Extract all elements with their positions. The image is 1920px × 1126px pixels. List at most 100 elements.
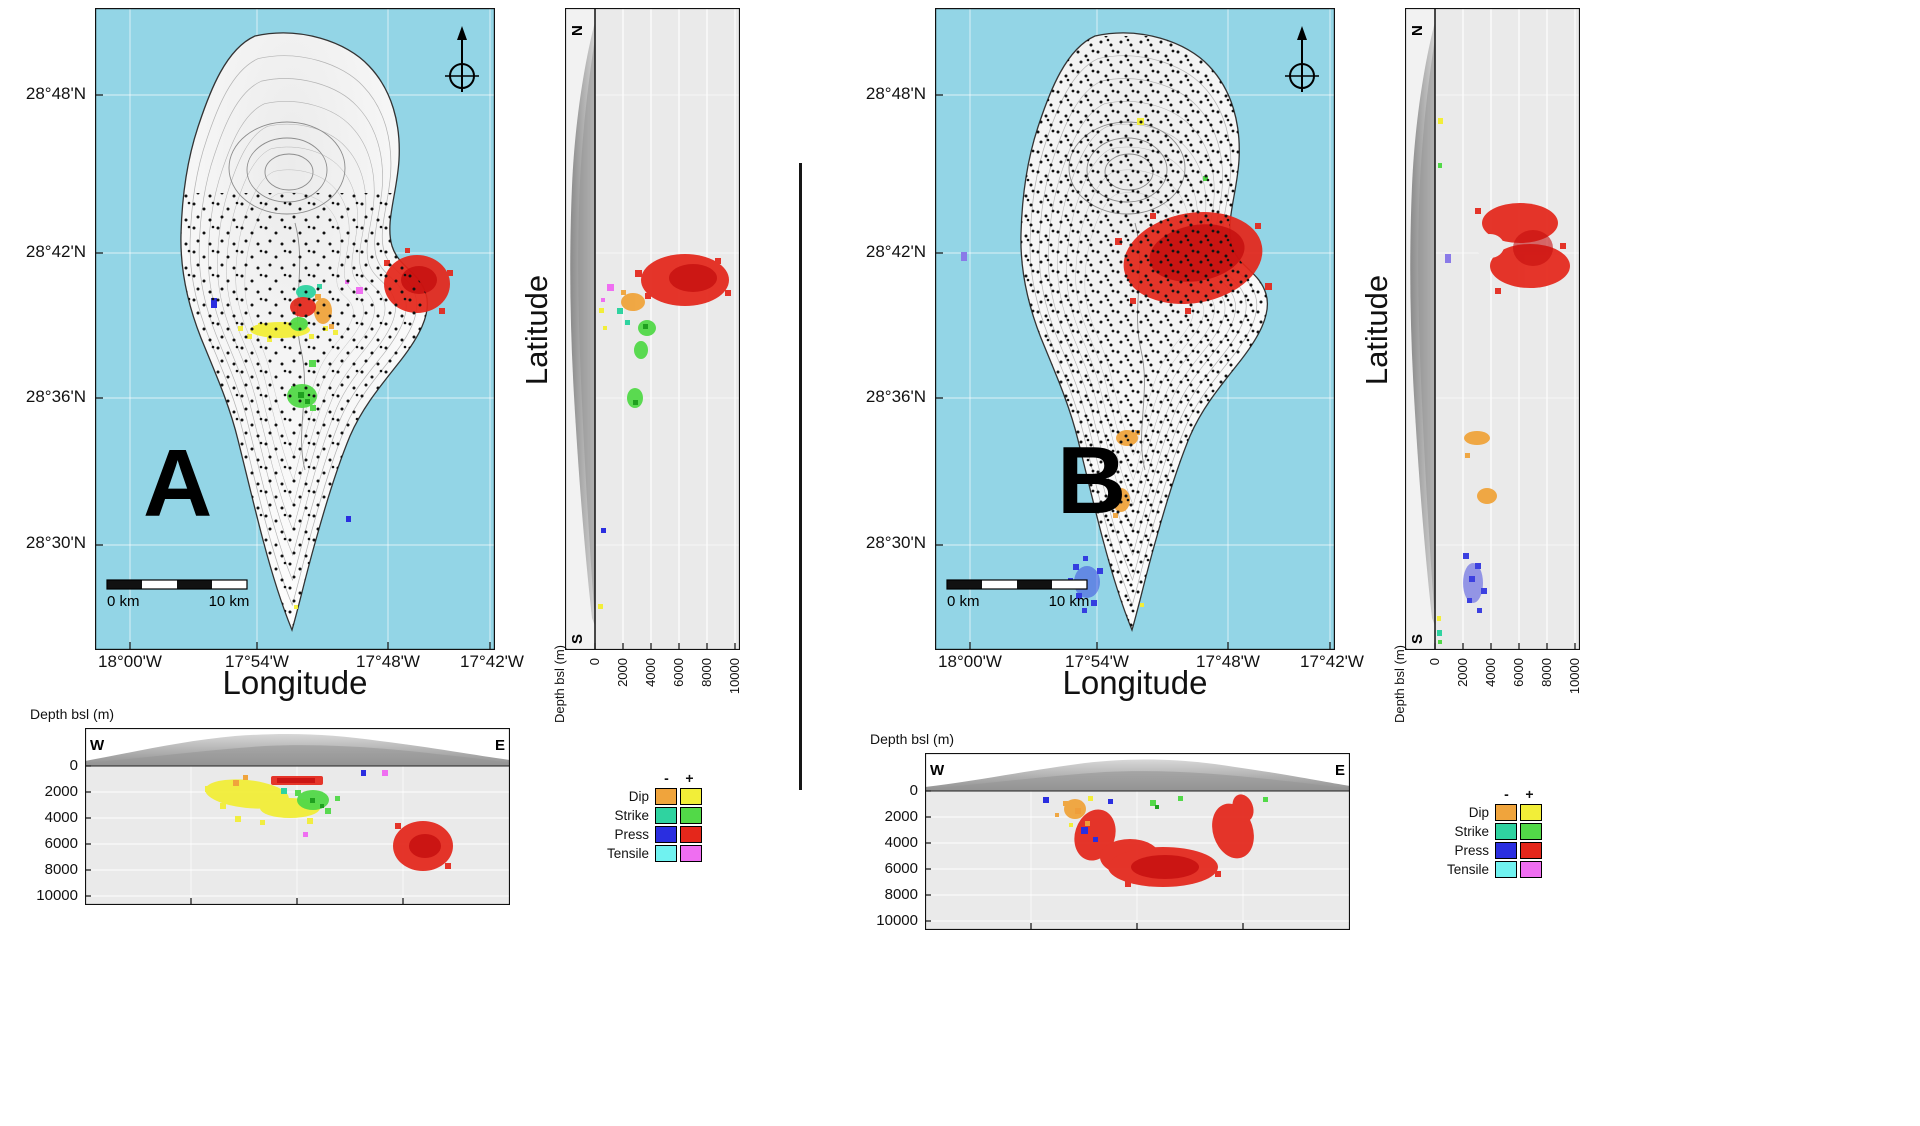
dip-neg-cluster — [1464, 431, 1497, 504]
press-pos-core — [1513, 230, 1553, 266]
strike-neg-swatch — [1495, 823, 1517, 840]
we-topography-shade — [85, 745, 510, 766]
tensile-pos-specks — [601, 284, 614, 302]
strike-neg-specks — [617, 308, 630, 325]
we-depth-tick: 10000 — [876, 912, 918, 929]
we-depth-tick: 0 — [909, 782, 918, 799]
strike-pos-dark — [633, 324, 648, 405]
lat-tick-label: 28°30'N — [25, 533, 86, 552]
we-cross-section-b: W E — [925, 753, 1350, 930]
we-depth-axis-label: Depth bsl (m) — [30, 706, 115, 722]
dip-neg-swatch — [1495, 804, 1517, 821]
scale-right-label: 10 km — [209, 593, 250, 610]
lat-tick-label: 28°36'N — [25, 387, 86, 406]
west-label: W — [930, 762, 945, 779]
dip-neg-cluster — [621, 290, 645, 311]
ns-depth-tick: 8000 — [699, 658, 714, 687]
legend-plus-header: + — [685, 770, 694, 786]
we-depth-tick: 8000 — [44, 861, 78, 878]
lon-tick-label: 18°00'W — [98, 652, 162, 671]
north-arrow-icon — [445, 26, 479, 92]
south-label: S — [1409, 634, 1426, 644]
scale-right-label: 10 km — [1049, 593, 1090, 610]
map-frame-ticks — [95, 94, 491, 650]
ns-depth-tick: 4000 — [1483, 658, 1498, 687]
ns-depth-axis-label: Depth bsl (m) — [552, 644, 567, 724]
press-pos-swatch — [680, 826, 702, 843]
scale-left-label: 0 km — [107, 593, 140, 610]
ns-depth-tick: 4000 — [643, 658, 658, 687]
ns-gridlines — [1435, 8, 1580, 650]
lat-tick-label: 28°48'N — [865, 84, 926, 103]
legend-minus-header: - — [664, 770, 669, 786]
ns-frame — [565, 8, 740, 650]
we-depth-axis-label: Depth bsl (m) — [870, 731, 955, 747]
ns-topography-shade — [578, 38, 595, 612]
lon-tick-label: 17°42'W — [1300, 652, 1364, 671]
ns-frame — [1405, 8, 1580, 650]
north-label: N — [1409, 25, 1426, 36]
map-frame — [935, 8, 1335, 650]
press-neg-specks — [601, 528, 606, 533]
longitude-axis-label: Longitude — [1062, 664, 1208, 701]
map-frame — [95, 8, 495, 650]
lon-tick-label: 18°00'W — [938, 652, 1002, 671]
ns-depth-tick: 10000 — [1567, 658, 1582, 695]
strike-pos-swatch — [1520, 823, 1542, 840]
lat-tick-label: 28°36'N — [865, 387, 926, 406]
panel-letter: A — [143, 430, 212, 537]
press-pos-core — [669, 264, 717, 292]
scale-bar: 0 km 10 km — [106, 579, 250, 610]
press-neg-swatch — [655, 826, 677, 843]
legend-row-strike: Strike — [585, 807, 705, 824]
legend-label: Dip — [1468, 805, 1489, 820]
dip-pos-cluster — [205, 779, 320, 825]
west-label: W — [90, 737, 105, 754]
lavender-speck — [1445, 254, 1451, 263]
lon-tick-label: 17°54'W — [225, 652, 289, 671]
we-frame — [925, 753, 1350, 930]
we-frame — [85, 728, 510, 905]
panel-a: 28°48'N 28°42'N 28°36'N 28°30'N — [0, 0, 800, 1126]
latitude-axis-label: Latitude — [1359, 274, 1394, 386]
ns-cross-section-b: N S — [1405, 8, 1580, 650]
lon-tick-label: 17°48'W — [1196, 652, 1260, 671]
tensile-neg-swatch — [655, 845, 677, 862]
dip-neg-cluster — [1055, 799, 1090, 826]
north-label: N — [569, 25, 586, 36]
ns-depth-tick: 6000 — [671, 658, 686, 687]
scale-bar: 0 km 10 km — [946, 579, 1090, 610]
strike-pos-specks — [1150, 796, 1268, 806]
we-depth-tick: 4000 — [884, 834, 918, 851]
ns-bottom-ticks — [1434, 643, 1576, 650]
legend-row-tensile: Tensile — [585, 845, 705, 862]
we-depth-tick: 6000 — [44, 835, 78, 852]
legend-label: Tensile — [606, 846, 649, 861]
lavender-speck — [961, 252, 967, 261]
press-pos-core — [277, 778, 441, 858]
we-cross-section-a: W E — [85, 728, 510, 905]
tensile-pos-swatch — [1520, 861, 1542, 878]
latitude-axis-label: Latitude — [519, 274, 554, 386]
press-pos-notch — [1476, 234, 1504, 258]
south-label: S — [569, 634, 586, 644]
ns-depth-tick: 2000 — [615, 658, 630, 687]
ns-depth-tick: 10000 — [727, 658, 742, 695]
strike-pos-swatch — [680, 807, 702, 824]
tensile-pos-swatch — [680, 845, 702, 862]
legend-label: Tensile — [1446, 862, 1489, 877]
we-depth-tick: 2000 — [884, 808, 918, 825]
legend-row-dip: Dip — [585, 788, 705, 805]
ns-depth-tick: 6000 — [1511, 658, 1526, 687]
lon-tick-label: 17°48'W — [356, 652, 420, 671]
dip-neg-specks — [233, 775, 248, 786]
ns-bottom-ticks — [594, 643, 736, 650]
legend-row-press: Press — [585, 826, 705, 843]
press-neg-swatch — [1495, 842, 1517, 859]
legend-row-strike: Strike — [1425, 823, 1545, 840]
map-frame-ticks — [935, 94, 1331, 650]
we-gridlines — [925, 791, 1350, 930]
legend-minus-header: - — [1504, 786, 1509, 802]
we-depth-tick: 2000 — [44, 783, 78, 800]
